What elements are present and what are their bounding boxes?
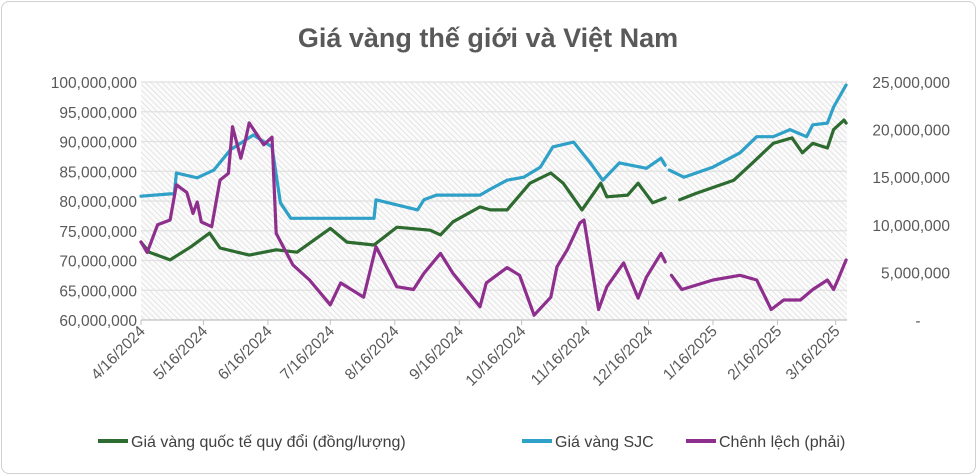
y-axis-left: 60,000,000 65,000,000 70,000,000 75,000,000…	[51, 75, 138, 330]
gridlines	[141, 81, 847, 321]
x-tick-label: 9/16/2024	[406, 323, 467, 384]
series-line-international	[139, 118, 848, 262]
chart-title: Giá vàng thế giới và Việt Nam	[298, 23, 678, 53]
y-left-tick-label: 100,000,000	[51, 75, 138, 92]
series-lines	[139, 83, 848, 317]
x-tick-label: 1/16/2025	[660, 323, 721, 384]
x-tick-label: 4/16/2024	[88, 323, 149, 384]
y-right-tick-label: 15,000,000	[872, 170, 950, 187]
x-tick-label: 7/16/2024	[277, 323, 338, 384]
y-left-tick-label: 70,000,000	[59, 254, 137, 271]
x-tick-label: 2/16/2025	[725, 323, 786, 384]
y-axis-right: - 5,000,000 10,000,000 15,000,000 20,000,000…	[872, 75, 950, 330]
series-line-difference	[139, 121, 848, 317]
y-left-tick-label: 95,000,000	[59, 105, 137, 122]
x-tick-label: 11/16/2024	[528, 323, 594, 389]
y-right-tick-label: 5,000,000	[881, 265, 950, 282]
legend-label: Giá vàng SJC	[555, 434, 654, 451]
series-line-sjc	[139, 83, 848, 220]
x-tick-label: 12/16/2024	[589, 323, 656, 390]
x-tick-label: 3/16/2025	[783, 323, 844, 384]
y-left-tick-label: 65,000,000	[59, 283, 137, 300]
y-left-tick-label: 75,000,000	[59, 224, 137, 241]
x-axis: 4/16/2024 5/16/2024 6/16/2024 7/16/2024 8/16…	[88, 320, 844, 390]
y-left-tick-label: 80,000,000	[59, 194, 137, 211]
x-tick-label: 10/16/2024	[463, 323, 530, 390]
legend: Giá vàng quốc tế quy đổi (đồng/lượng) Giá…	[98, 433, 845, 451]
legend-label: Giá vàng quốc tế quy đổi (đồng/lượng)	[131, 433, 406, 451]
y-right-tick-label: 10,000,000	[872, 218, 950, 235]
y-right-tick-label: 25,000,000	[872, 75, 950, 92]
y-left-tick-label: 85,000,000	[59, 164, 137, 181]
legend-label: Chênh lệch (phải)	[719, 434, 845, 451]
y-right-tick-label: -	[915, 313, 920, 330]
y-left-tick-label: 60,000,000	[59, 313, 137, 330]
y-left-tick-label: 90,000,000	[59, 135, 137, 152]
y-right-tick-label: 20,000,000	[872, 123, 950, 140]
x-tick-label: 5/16/2024	[150, 323, 211, 384]
x-tick-label: 6/16/2024	[215, 323, 276, 384]
x-tick-label: 8/16/2024	[342, 323, 403, 384]
